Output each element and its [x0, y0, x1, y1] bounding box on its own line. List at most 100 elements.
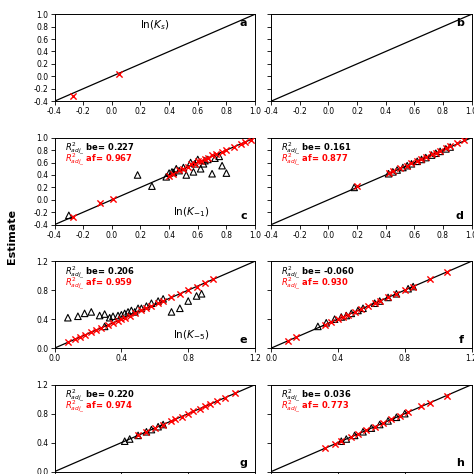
Point [106, 314, 113, 321]
Point [422, 153, 429, 161]
Point [344, 311, 352, 319]
Text: $R^2_{adj\_}$ be= 0.220: $R^2_{adj\_}$ be= 0.220 [64, 387, 135, 404]
Point [212, 151, 220, 158]
Point [354, 307, 362, 314]
Point [65, 211, 73, 219]
Point [422, 154, 429, 161]
Point [155, 300, 162, 307]
Text: $R^2_{adj\_}$ af= 0.974: $R^2_{adj\_}$ af= 0.974 [64, 399, 133, 415]
Point [187, 159, 194, 166]
Point [126, 435, 134, 443]
Point [210, 275, 217, 283]
Point [69, 92, 77, 100]
Point [97, 199, 104, 207]
Point [193, 292, 201, 300]
Point [165, 169, 173, 177]
Point [196, 405, 204, 412]
Point [401, 286, 409, 294]
Point [371, 423, 379, 430]
Point [163, 173, 170, 181]
Point [392, 290, 400, 298]
Text: c: c [240, 211, 247, 221]
Text: $\ln(K_{-5})$: $\ln(K_{-5})$ [173, 328, 209, 342]
Point [314, 323, 322, 330]
Point [403, 162, 411, 169]
Point [442, 145, 450, 152]
Point [134, 304, 142, 312]
Point [432, 149, 439, 157]
Point [384, 293, 392, 301]
Point [187, 161, 194, 168]
Point [143, 304, 150, 312]
Point [351, 308, 358, 316]
Point [221, 394, 229, 401]
Point [404, 285, 412, 292]
Point [385, 170, 392, 178]
Text: $R^2_{adj\_}$ be= 0.227: $R^2_{adj\_}$ be= 0.227 [64, 140, 135, 157]
Point [64, 314, 72, 321]
Point [443, 268, 450, 276]
Point [198, 290, 205, 298]
Point [114, 317, 122, 324]
Text: $R^2_{adj\_}$ af= 0.959: $R^2_{adj\_}$ af= 0.959 [64, 275, 133, 292]
Point [159, 421, 167, 428]
Point [213, 398, 220, 405]
Point [328, 318, 335, 326]
Point [351, 432, 358, 439]
Point [96, 312, 103, 319]
Point [180, 165, 187, 173]
Point [184, 410, 192, 418]
Point [173, 165, 180, 173]
Point [331, 440, 338, 448]
Text: $R^2_{adj\_}$ af= 0.773: $R^2_{adj\_}$ af= 0.773 [281, 399, 349, 415]
Point [426, 399, 434, 407]
Point [437, 147, 444, 155]
Point [109, 319, 117, 327]
Point [143, 302, 150, 310]
Point [121, 314, 128, 321]
Point [231, 390, 239, 397]
Point [404, 409, 412, 416]
Point [359, 428, 367, 436]
Point [292, 334, 300, 341]
Point [410, 283, 417, 291]
Point [109, 195, 117, 202]
Point [392, 290, 400, 298]
Point [184, 297, 192, 305]
Point [201, 279, 209, 287]
Point [178, 413, 185, 420]
Point [389, 167, 397, 175]
Point [194, 155, 201, 163]
Point [418, 155, 425, 163]
Point [159, 295, 167, 303]
Point [109, 312, 117, 320]
Point [201, 157, 209, 164]
Point [147, 300, 155, 307]
Point [447, 143, 454, 151]
Point [64, 338, 72, 346]
Point [413, 157, 421, 164]
Point [155, 423, 162, 430]
Point [418, 402, 425, 410]
Point [219, 162, 226, 169]
Point [432, 149, 439, 157]
Point [201, 402, 209, 410]
Point [171, 416, 179, 423]
Point [168, 308, 175, 316]
Point [334, 315, 342, 323]
Point [461, 137, 468, 144]
Point [388, 416, 395, 423]
Point [426, 275, 434, 283]
Point [396, 412, 403, 419]
Point [454, 139, 461, 147]
Point [88, 308, 95, 316]
Point [384, 293, 392, 301]
Point [159, 421, 167, 428]
Point [104, 321, 112, 329]
Point [170, 170, 177, 178]
Point [115, 71, 123, 78]
Point [92, 326, 100, 334]
Point [121, 310, 128, 317]
Text: e: e [239, 335, 247, 345]
Point [147, 302, 155, 310]
